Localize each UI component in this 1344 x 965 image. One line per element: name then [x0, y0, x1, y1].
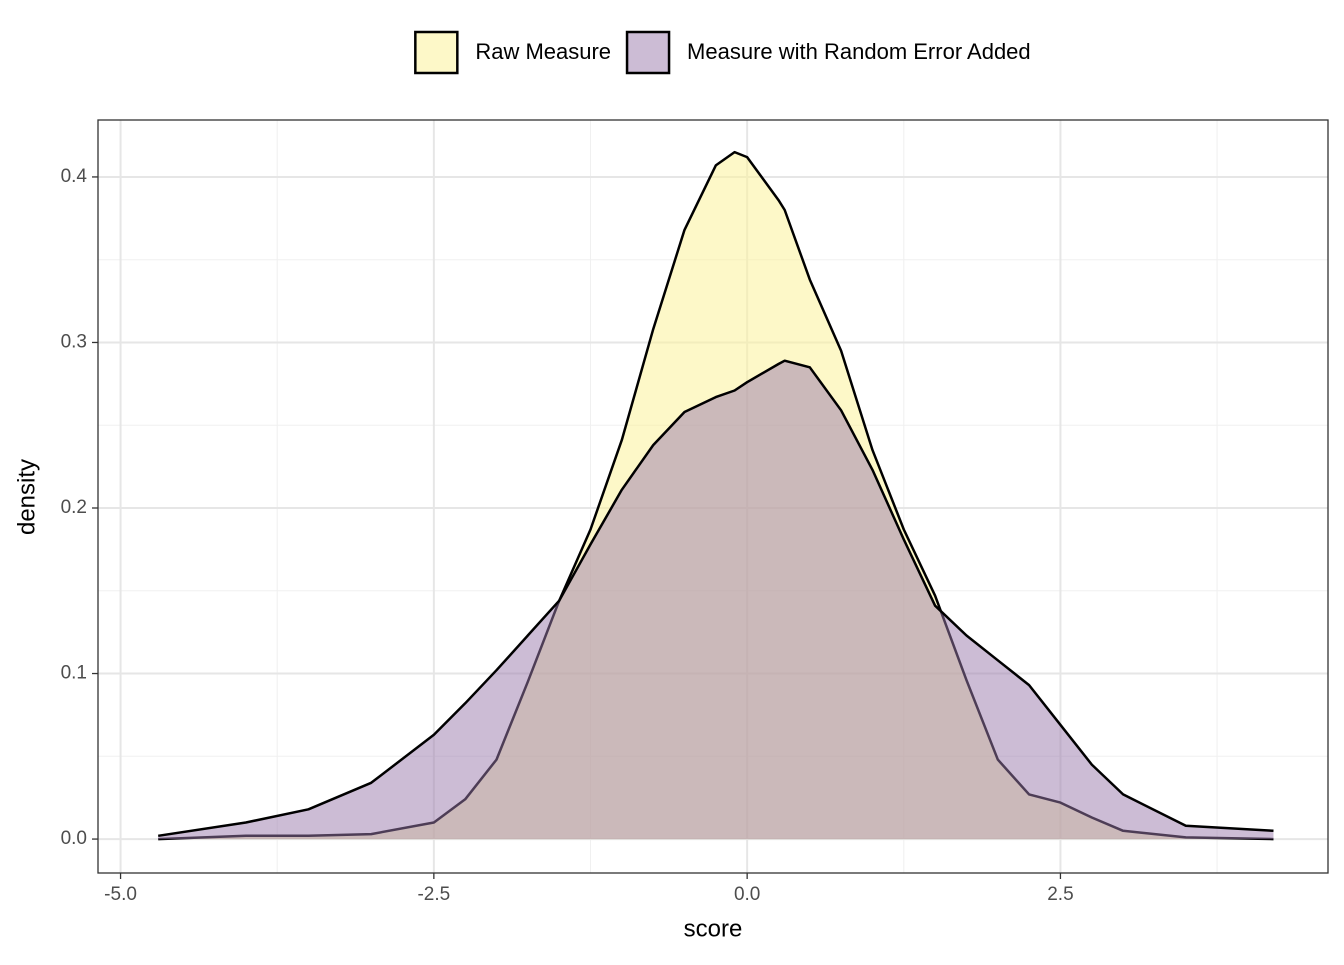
y-tick-label: 0.3 [61, 331, 87, 352]
y-axis-title: density [13, 459, 40, 535]
marks [158, 150, 1274, 841]
y-tick-label: 0.2 [61, 497, 87, 518]
x-axis-title: score [684, 915, 743, 942]
panel-border [97, 119, 1329, 874]
legend-key [414, 30, 459, 75]
x-tick-label: 2.5 [1047, 884, 1073, 905]
x-tick-label: 0.0 [734, 884, 760, 905]
y-tick-label: 0.0 [61, 828, 87, 849]
y-tick-label: 0.4 [61, 166, 88, 187]
legend-key [625, 30, 671, 75]
density-area [158, 360, 1274, 840]
x-tick-label: -2.5 [417, 884, 450, 905]
legend-label: Measure with Random Error Added [687, 39, 1031, 64]
legend: Raw Measure Measure with Random Error Add… [414, 30, 1031, 75]
y-tick-label: 0.1 [61, 663, 87, 684]
density-line [158, 359, 1274, 838]
legend-label: Raw Measure [475, 39, 611, 64]
x-tick-label: -5.0 [104, 884, 137, 905]
